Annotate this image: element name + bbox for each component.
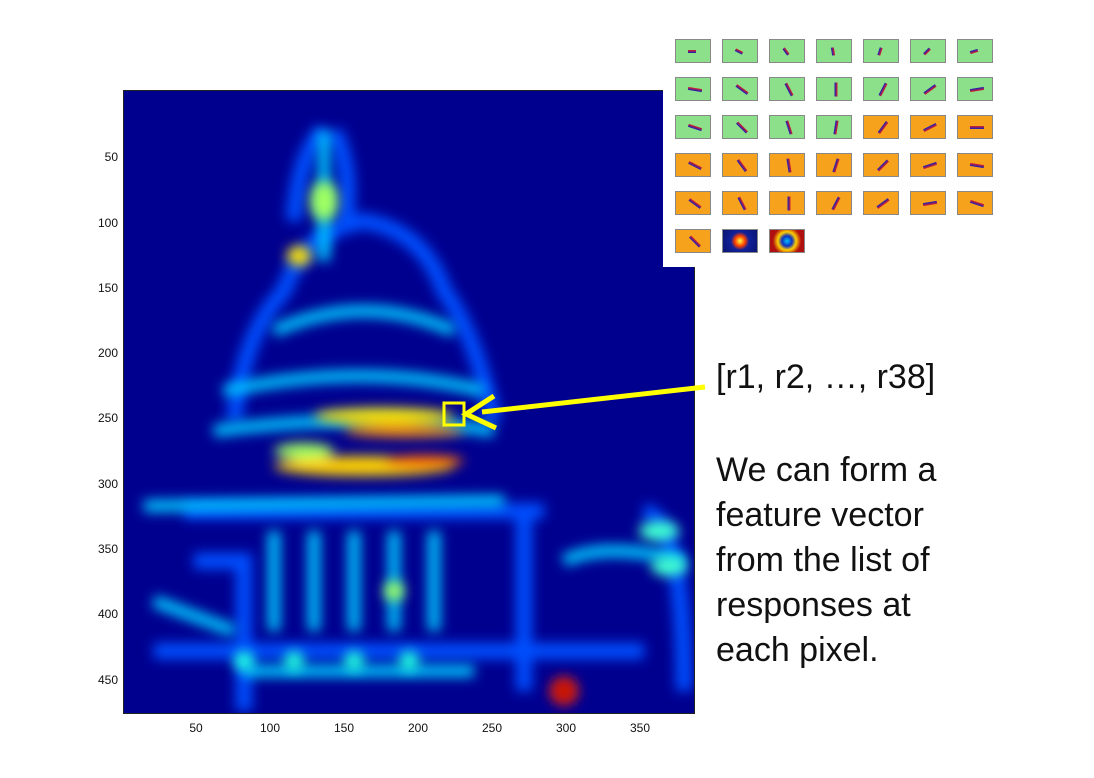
- y-tick: 450: [97, 673, 118, 687]
- y-tick: 250: [97, 411, 118, 425]
- filter-thumbnail: [722, 153, 758, 177]
- feature-vector-label: [r1, r2, …, r38]: [716, 358, 936, 396]
- filter-thumbnail: [957, 191, 993, 215]
- x-tick: 200: [407, 721, 429, 735]
- filter-thumbnail: [957, 153, 993, 177]
- y-tick: 300: [97, 477, 118, 491]
- filter-thumbnail: [910, 153, 946, 177]
- filter-thumbnail: [769, 153, 805, 177]
- filter-thumbnail: [675, 153, 711, 177]
- filter-kernel-mark: [688, 50, 696, 53]
- description-text: We can form a feature vector from the li…: [716, 448, 1086, 673]
- heatmap-graphic: [124, 91, 694, 713]
- x-tick: 250: [481, 721, 503, 735]
- x-tick: 350: [629, 721, 651, 735]
- filter-thumbnail: [863, 191, 899, 215]
- description-line: We can form a: [716, 451, 937, 489]
- y-tick: 350: [97, 542, 118, 556]
- filter-thumbnail: [863, 39, 899, 63]
- filter-thumbnail: [957, 77, 993, 101]
- filter-thumbnail: [722, 39, 758, 63]
- filter-thumbnail: [675, 191, 711, 215]
- filter-thumbnail: [816, 115, 852, 139]
- filter-thumbnail: [675, 39, 711, 63]
- filter-thumbnail: [816, 191, 852, 215]
- filter-thumbnail: [910, 39, 946, 63]
- filter-thumbnail: [769, 115, 805, 139]
- y-tick: 150: [97, 281, 118, 295]
- filter-thumbnail: [675, 115, 711, 139]
- filter-thumbnail: [863, 77, 899, 101]
- description-line: feature vector: [716, 496, 924, 534]
- filter-thumbnail: [769, 191, 805, 215]
- y-tick: 200: [97, 346, 118, 360]
- x-tick: 100: [259, 721, 281, 735]
- filter-thumbnail: [863, 153, 899, 177]
- filter-thumbnail: [816, 153, 852, 177]
- filter-thumbnail: [722, 191, 758, 215]
- filter-bank-grid: [663, 34, 1006, 267]
- x-tick: 50: [189, 721, 203, 735]
- filter-thumbnail: [957, 39, 993, 63]
- y-tick: 100: [97, 216, 118, 230]
- filter-thumbnail: [769, 39, 805, 63]
- filter-thumbnail: [910, 77, 946, 101]
- filter-thumbnail: [816, 39, 852, 63]
- filter-thumbnail: [910, 191, 946, 215]
- filter-thumbnail: [910, 115, 946, 139]
- filter-thumbnail: [816, 77, 852, 101]
- filter-thumbnail: [769, 229, 805, 253]
- y-tick: 400: [97, 607, 118, 621]
- filter-thumbnail: [957, 115, 993, 139]
- filter-kernel-mark: [970, 126, 984, 129]
- filter-response-heatmap: [123, 90, 695, 714]
- x-tick: 300: [555, 721, 577, 735]
- filter-thumbnail: [722, 115, 758, 139]
- x-tick: 150: [333, 721, 355, 735]
- filter-thumbnail: [722, 229, 758, 253]
- description-line: responses at: [716, 586, 911, 624]
- filter-thumbnail: [675, 77, 711, 101]
- filter-thumbnail: [722, 77, 758, 101]
- filter-thumbnail: [769, 77, 805, 101]
- y-tick: 50: [104, 150, 118, 164]
- filter-thumbnail: [863, 115, 899, 139]
- filter-thumbnail: [675, 229, 711, 253]
- description-line: each pixel.: [716, 631, 879, 669]
- description-line: from the list of: [716, 541, 930, 579]
